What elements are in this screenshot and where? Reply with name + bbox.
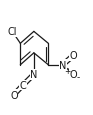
Text: O: O	[10, 90, 18, 100]
Text: O: O	[70, 51, 77, 61]
Text: C: C	[20, 80, 26, 90]
Text: N: N	[59, 60, 66, 70]
Text: O: O	[70, 70, 77, 80]
Text: +: +	[65, 66, 71, 75]
Text: N: N	[30, 70, 38, 80]
Text: Cl: Cl	[7, 27, 17, 37]
Text: -: -	[77, 73, 80, 81]
